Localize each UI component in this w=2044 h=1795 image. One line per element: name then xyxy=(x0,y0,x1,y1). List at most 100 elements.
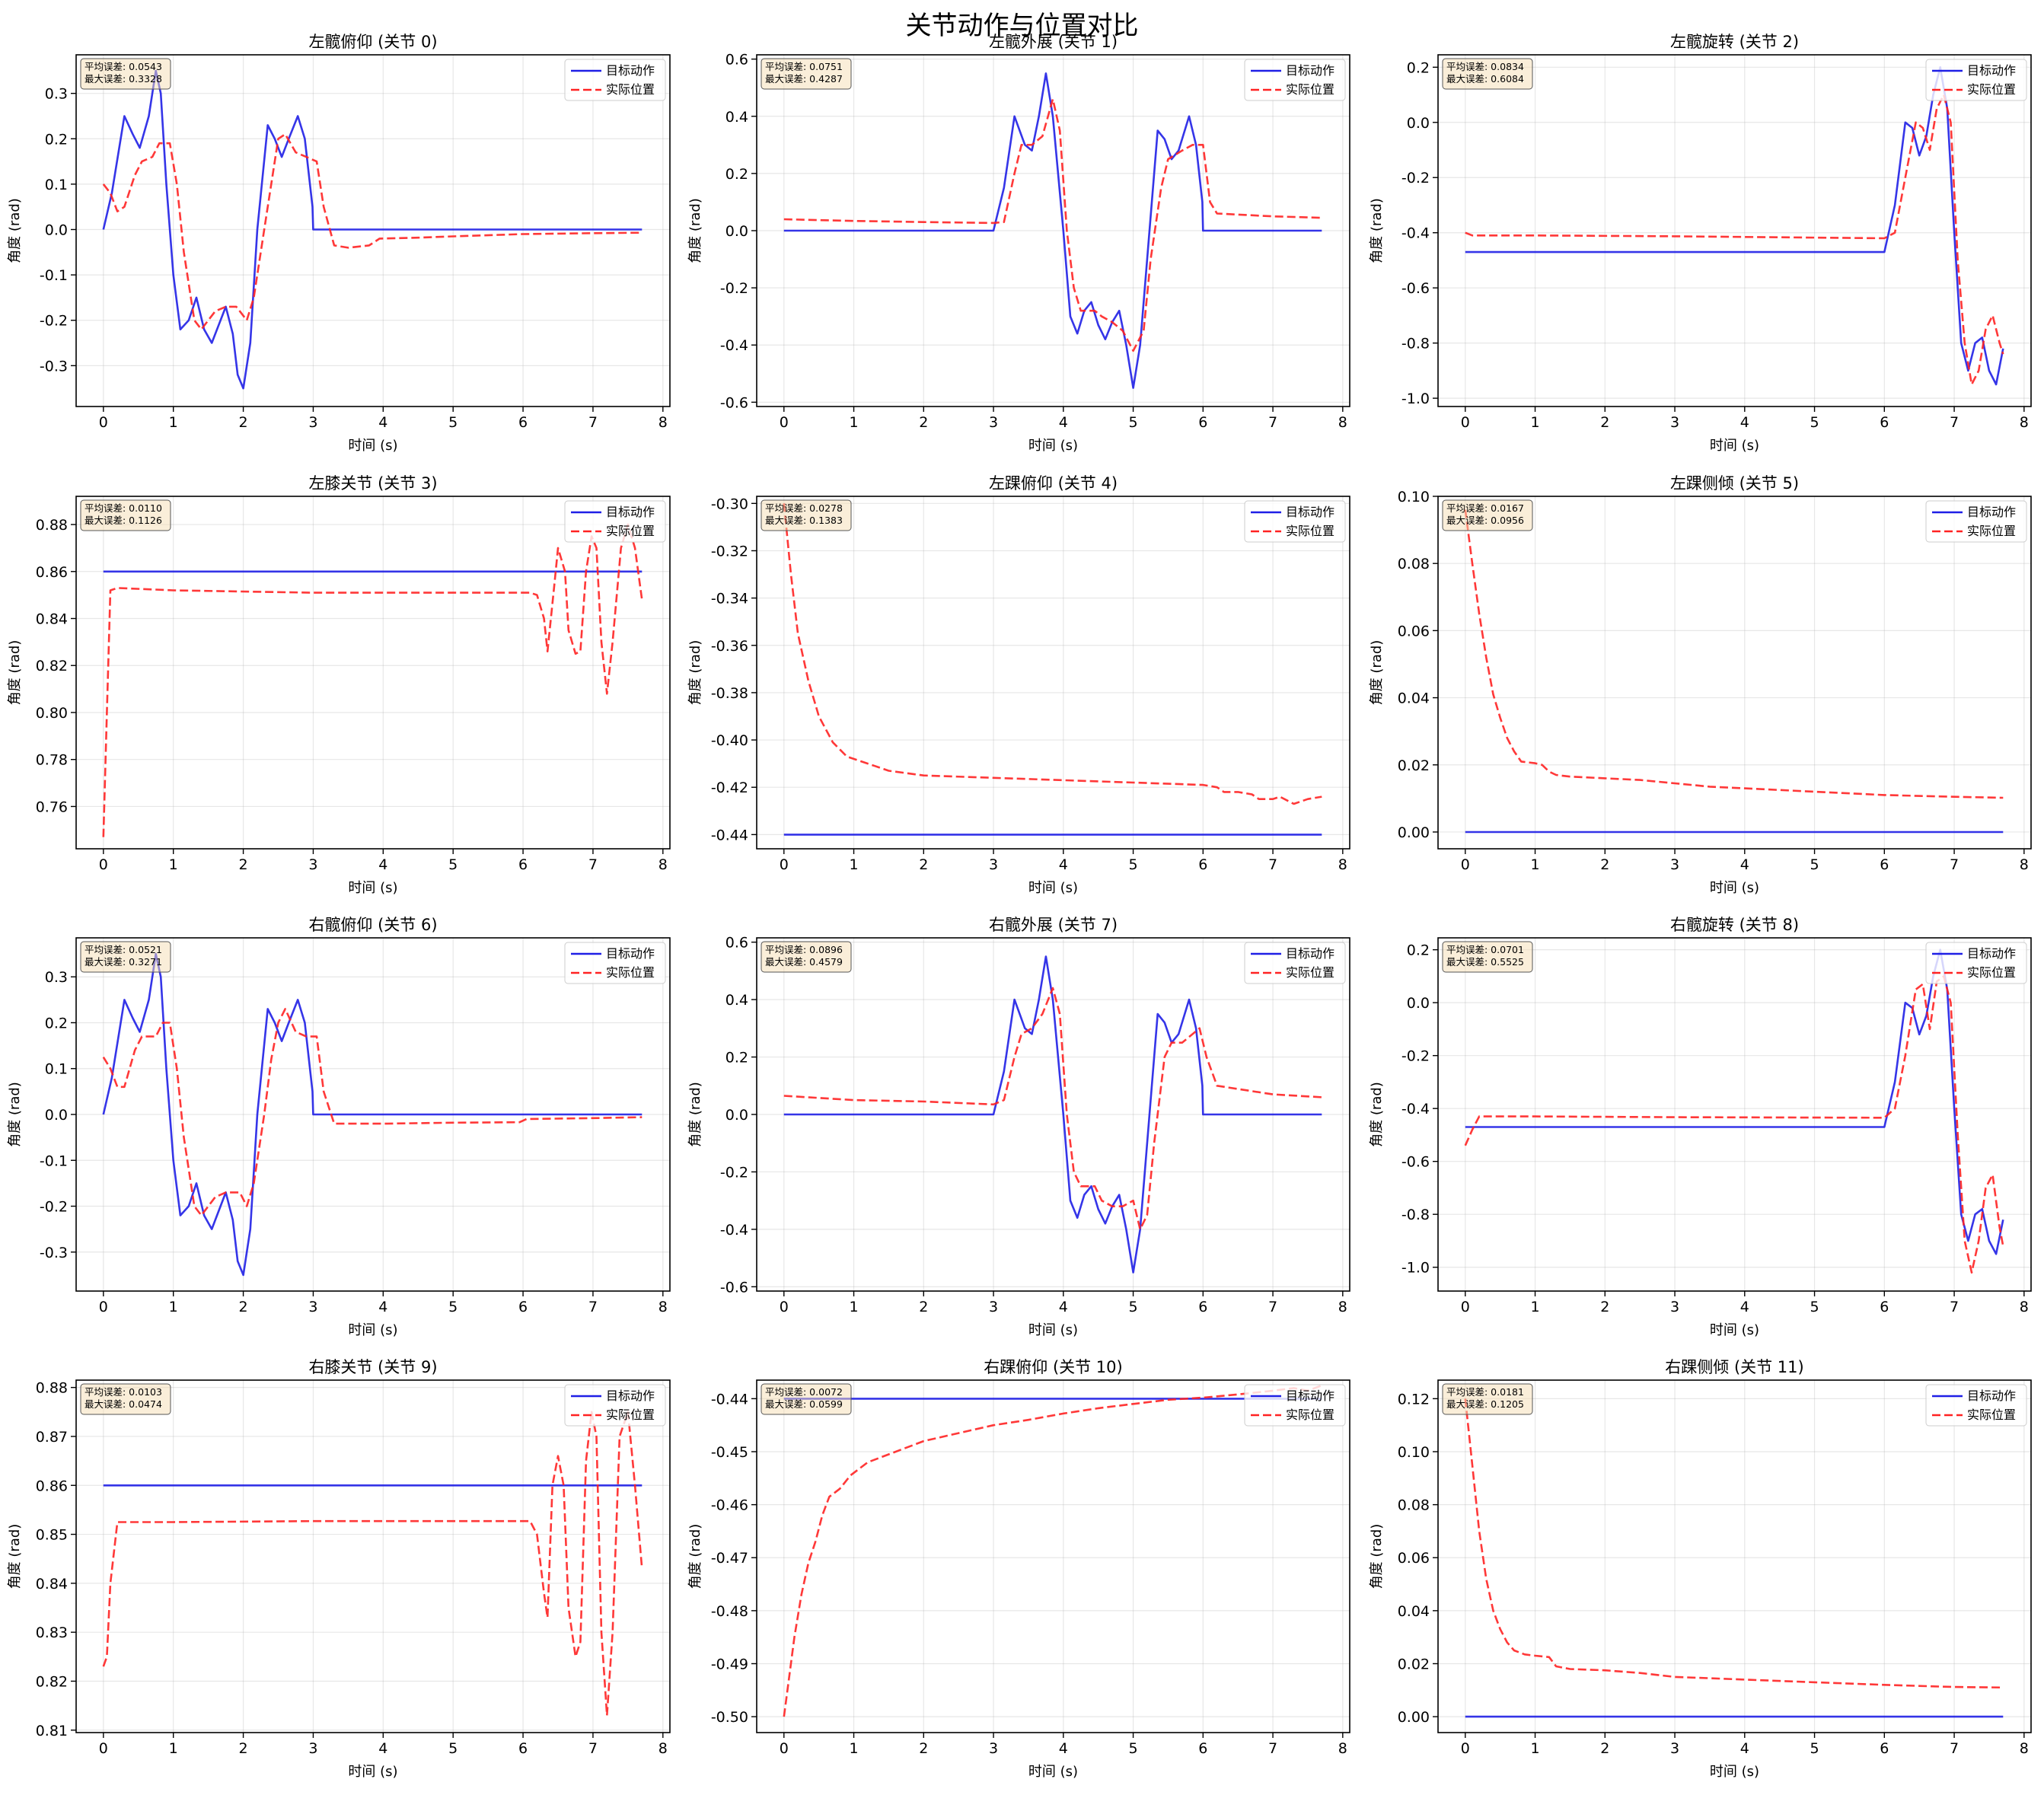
y-tick-label: -0.49 xyxy=(711,1656,748,1672)
plot-area xyxy=(76,1380,670,1733)
legend-target-label: 目标动作 xyxy=(1286,1388,1334,1403)
y-tick-label: -0.44 xyxy=(711,827,748,843)
x-tick-label: 2 xyxy=(919,1740,928,1757)
y-axis-label: 角度 (rad) xyxy=(7,1082,23,1147)
x-tick-label: 2 xyxy=(919,1299,928,1315)
subplot-title: 左踝侧倾 (关节 5) xyxy=(1670,474,1799,493)
x-tick-label: 7 xyxy=(1950,1740,1959,1757)
legend-actual-label: 实际位置 xyxy=(1967,965,2016,980)
y-tick-label: -0.2 xyxy=(40,313,68,330)
y-axis-label: 角度 (rad) xyxy=(687,1524,703,1589)
x-tick-label: 2 xyxy=(1600,1299,1609,1315)
x-tick-label: 7 xyxy=(1268,856,1277,873)
mean-error-text: 平均误差: 0.0521 xyxy=(85,944,162,955)
subplot-title: 左髋旋转 (关节 2) xyxy=(1670,33,1799,51)
target-series-line xyxy=(783,72,1322,389)
x-axis-label: 时间 (s) xyxy=(1710,1322,1759,1338)
y-tick-label: 0.83 xyxy=(36,1624,68,1641)
legend-actual-label: 实际位置 xyxy=(606,82,655,97)
stats-box xyxy=(761,499,852,531)
x-tick-label: 5 xyxy=(1810,856,1819,873)
x-tick-label: 1 xyxy=(849,1740,858,1757)
y-tick-label: 0.87 xyxy=(36,1429,68,1446)
plot-area xyxy=(1438,938,2031,1291)
mean-error-text: 平均误差: 0.0167 xyxy=(1446,502,1524,514)
mean-error-text: 平均误差: 0.0110 xyxy=(85,502,162,514)
y-tick-label: -0.3 xyxy=(40,1245,68,1261)
y-tick-label: -0.50 xyxy=(711,1709,748,1726)
x-tick-label: 4 xyxy=(1740,856,1749,873)
y-tick-label: 0.00 xyxy=(1398,824,1430,841)
x-tick-label: 2 xyxy=(239,414,248,431)
max-error-text: 最大误差: 0.6084 xyxy=(1446,73,1524,84)
y-tick-label: 0.88 xyxy=(36,517,68,534)
axes-frame xyxy=(1437,1379,2032,1733)
y-tick-label: 0.1 xyxy=(45,177,68,193)
max-error-text: 最大误差: 0.3271 xyxy=(85,956,162,968)
x-tick-label: 8 xyxy=(1338,856,1347,873)
x-tick-label: 8 xyxy=(2020,856,2029,873)
legend-target-label: 目标动作 xyxy=(606,505,655,519)
x-tick-label: 1 xyxy=(169,856,178,873)
x-tick-label: 5 xyxy=(448,1299,458,1315)
max-error-text: 最大误差: 0.1205 xyxy=(1446,1398,1524,1410)
x-tick-label: 6 xyxy=(518,414,528,431)
axes-frame xyxy=(1437,54,2032,407)
x-tick-label: 0 xyxy=(99,1299,108,1315)
x-tick-label: 6 xyxy=(1198,856,1207,873)
subplot-title: 右踝侧倾 (关节 11) xyxy=(1665,1358,1803,1376)
y-tick-label: 0.08 xyxy=(1398,556,1430,572)
x-tick-label: 8 xyxy=(658,856,668,873)
actual-series-line xyxy=(102,1008,643,1216)
stats-box xyxy=(80,58,171,90)
y-tick-label: 0.02 xyxy=(1398,757,1430,774)
x-tick-label: 3 xyxy=(989,414,998,431)
plot-area xyxy=(1438,1380,2031,1733)
x-tick-label: 6 xyxy=(1880,414,1889,431)
x-tick-label: 2 xyxy=(919,856,928,873)
y-tick-label: 0.2 xyxy=(725,1050,748,1066)
max-error-text: 最大误差: 0.0599 xyxy=(765,1398,843,1410)
mean-error-text: 平均误差: 0.0181 xyxy=(1446,1386,1524,1398)
x-axis-label: 时间 (s) xyxy=(348,438,397,454)
y-tick-label: 0.0 xyxy=(725,1107,748,1124)
x-tick-label: 0 xyxy=(99,856,108,873)
x-tick-label: 3 xyxy=(989,1740,998,1757)
y-tick-label: 0.78 xyxy=(36,752,68,769)
subplot-title: 右膝关节 (关节 9) xyxy=(308,1358,437,1376)
subplot-6: 0 1 2 3 4 5 6 7 8 -0.3 -0.2 -0.1 0.0 0.1 0.2 0.3 右髋俯仰 (关… xyxy=(7,916,671,1338)
y-tick-label: -0.36 xyxy=(711,638,748,655)
x-tick-label: 6 xyxy=(1880,856,1889,873)
y-tick-label: 0.00 xyxy=(1398,1709,1430,1726)
x-tick-label: 5 xyxy=(1810,414,1819,431)
x-tick-label: 8 xyxy=(658,1299,668,1315)
mean-error-text: 平均误差: 0.0072 xyxy=(765,1386,843,1398)
y-tick-label: 0.88 xyxy=(36,1380,68,1397)
subplot-8: 0 1 2 3 4 5 6 7 8 -1.0 -0.8 -0.6 -0.4 -0.2 0.0 0.2 右髋旋转 … xyxy=(1369,916,2032,1338)
stats-box xyxy=(80,941,171,973)
legend-target-label: 目标动作 xyxy=(1967,63,2016,78)
y-axis-label: 角度 (rad) xyxy=(1369,198,1385,263)
x-tick-label: 3 xyxy=(308,1740,317,1757)
axes-frame xyxy=(756,496,1350,850)
axes-frame xyxy=(75,1379,671,1733)
legend-target-label: 目标动作 xyxy=(606,1388,655,1403)
y-tick-label: -0.47 xyxy=(711,1550,748,1567)
y-tick-label: 0.76 xyxy=(36,799,68,815)
legend-actual-label: 实际位置 xyxy=(1286,965,1334,980)
subplot-title: 左髋外展 (关节 1) xyxy=(989,33,1118,51)
y-tick-label: -0.2 xyxy=(720,1164,748,1181)
stats-box xyxy=(1442,1383,1533,1415)
x-tick-label: 2 xyxy=(1600,1740,1609,1757)
max-error-text: 最大误差: 0.5525 xyxy=(1446,956,1524,968)
x-tick-label: 0 xyxy=(99,1740,108,1757)
legend-target-label: 目标动作 xyxy=(1286,946,1334,961)
y-tick-label: -0.3 xyxy=(40,358,68,375)
y-tick-label: -0.1 xyxy=(40,267,68,284)
x-tick-label: 0 xyxy=(780,856,789,873)
actual-series-line xyxy=(783,97,1322,352)
subplot-title: 右髋旋转 (关节 8) xyxy=(1670,916,1799,934)
target-series-line xyxy=(102,952,643,1277)
y-tick-label: 0.84 xyxy=(36,1576,68,1593)
x-tick-label: 7 xyxy=(1950,1299,1959,1315)
